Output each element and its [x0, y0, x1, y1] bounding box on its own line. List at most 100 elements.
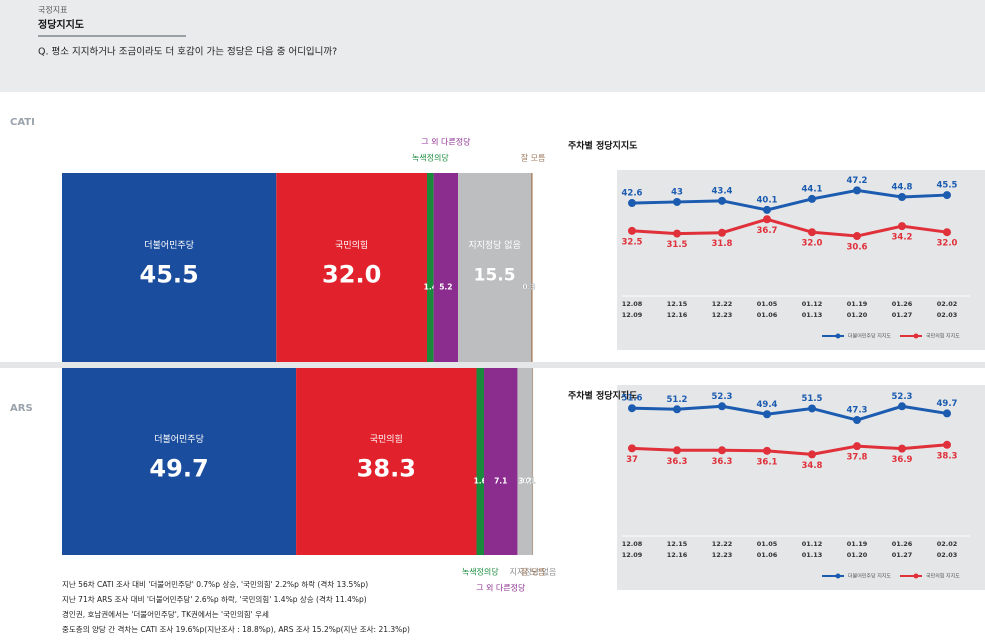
x-tick-label: 01.12 — [802, 300, 823, 308]
data-label: 44.8 — [892, 182, 913, 192]
data-label: 38.3 — [937, 451, 958, 461]
legend-label: 국민의힘 지지도 — [926, 573, 960, 580]
bar-segment — [427, 173, 434, 362]
data-label: 32.0 — [937, 239, 958, 249]
x-tick-label: 01.27 — [892, 551, 913, 559]
x-tick-label: 12.23 — [712, 311, 733, 319]
bar-segment — [517, 368, 533, 555]
point — [898, 444, 906, 453]
point — [943, 191, 951, 200]
data-label: 31.5 — [667, 240, 688, 250]
point — [943, 228, 951, 237]
footnote: 중도층의 양당 간 격차는 CATI 조사 19.6%p(지난조사 : 18.8… — [62, 624, 410, 634]
point — [718, 446, 726, 455]
point — [718, 228, 726, 237]
data-label: 32.0 — [802, 239, 823, 249]
bar-segment — [62, 368, 297, 555]
point — [763, 215, 771, 224]
data-label: 49.4 — [757, 400, 778, 410]
segment-value: 0.1 — [522, 477, 535, 486]
segment-value: 49.7 — [149, 455, 208, 483]
legend-dot — [913, 573, 919, 579]
segment-value: 15.5 — [474, 266, 516, 286]
series-line — [631, 404, 948, 422]
segment-value: 38.3 — [357, 455, 416, 483]
data-label: 49.7 — [937, 399, 958, 409]
section-label: CATI — [10, 117, 35, 128]
series-line — [631, 217, 948, 238]
data-label: 51.2 — [667, 395, 688, 405]
segment-value: 3.2 — [518, 477, 531, 486]
x-tick-label: 01.20 — [847, 551, 868, 559]
x-tick-label: 02.02 — [937, 540, 958, 548]
footnote: 경인권, 호남권에서는 '더불어민주당', TK권에서는 '국민의힘' 우세 — [62, 609, 269, 619]
point — [763, 410, 771, 419]
data-label: 52.3 — [712, 392, 733, 402]
footnote: 지난 71차 ARS 조사 대비 '더불어민주당' 2.6%p 하락, '국민의… — [62, 594, 367, 604]
segment-name: 지지정당 없음 — [510, 567, 557, 577]
bar-segment — [296, 368, 477, 555]
data-label: 52.3 — [892, 392, 913, 402]
point — [853, 232, 861, 241]
data-label: 43.4 — [712, 186, 733, 196]
data-label: 45.5 — [937, 181, 958, 191]
x-tick-label: 12.09 — [622, 311, 643, 319]
point — [898, 222, 906, 231]
question: Q. 평소 지지하거나 조금이라도 더 호감이 가는 정당은 다음 중 어디입니… — [38, 46, 337, 58]
segment-value: 1.4 — [424, 283, 437, 292]
bar-segment — [62, 173, 277, 362]
x-tick-label: 01.27 — [892, 311, 913, 319]
series-line — [631, 443, 948, 456]
x-tick-label: 01.05 — [757, 540, 778, 548]
segment-name: 국민의힘 — [370, 434, 403, 445]
x-tick-label: 01.13 — [802, 551, 823, 559]
point — [763, 205, 771, 214]
segment-value: 7.1 — [494, 477, 507, 486]
x-tick-label: 01.19 — [847, 300, 868, 308]
point — [628, 404, 636, 413]
bar-segment — [433, 173, 459, 362]
plot-background — [617, 385, 985, 590]
data-label: 44.1 — [802, 184, 823, 194]
data-label: 51.6 — [622, 394, 643, 404]
x-tick-label: 12.15 — [667, 300, 688, 308]
x-tick-label: 12.16 — [667, 551, 688, 559]
segment-name: 더불어민주당 — [144, 240, 194, 251]
bar-segment — [532, 368, 534, 555]
data-label: 34.8 — [802, 461, 823, 471]
data-label: 36.1 — [757, 457, 778, 467]
bar-segment — [476, 368, 485, 555]
header-category: 국정지표 — [38, 5, 67, 15]
point — [853, 442, 861, 451]
point — [628, 444, 636, 453]
data-label: 47.3 — [847, 406, 868, 416]
data-label: 37 — [626, 455, 638, 465]
data-label: 30.6 — [847, 243, 868, 253]
data-label: 43 — [671, 187, 683, 197]
segment-name: 잘 모름 — [521, 154, 546, 163]
legend-dot — [913, 333, 919, 339]
segment-value: 32.0 — [322, 261, 381, 289]
legend-dot — [835, 333, 841, 339]
data-label: 42.6 — [622, 189, 643, 199]
point — [853, 416, 861, 425]
point — [763, 446, 771, 455]
point — [943, 440, 951, 449]
segment-name: 잘 모름 — [520, 568, 545, 577]
series-line — [631, 188, 948, 212]
x-tick-label: 12.22 — [712, 540, 733, 548]
segment-value: 5.2 — [439, 283, 452, 292]
x-tick-label: 12.23 — [712, 551, 733, 559]
segment-name: 녹색정의당 — [462, 567, 499, 577]
x-tick-label: 12.22 — [712, 300, 733, 308]
chart-title: 주차별 정당지지도 — [568, 140, 638, 152]
segment-value: 45.5 — [140, 261, 199, 289]
footnote: 지난 56차 CATI 조사 대비 '더불어민주당' 0.7%p 상승, '국민… — [62, 579, 368, 589]
segment-name: 지지정당 없음 — [468, 240, 521, 251]
point — [808, 450, 816, 459]
point — [943, 409, 951, 418]
bar-segment — [531, 173, 533, 362]
segment-name: 국민의힘 — [335, 240, 368, 251]
data-label: 51.5 — [802, 394, 823, 404]
